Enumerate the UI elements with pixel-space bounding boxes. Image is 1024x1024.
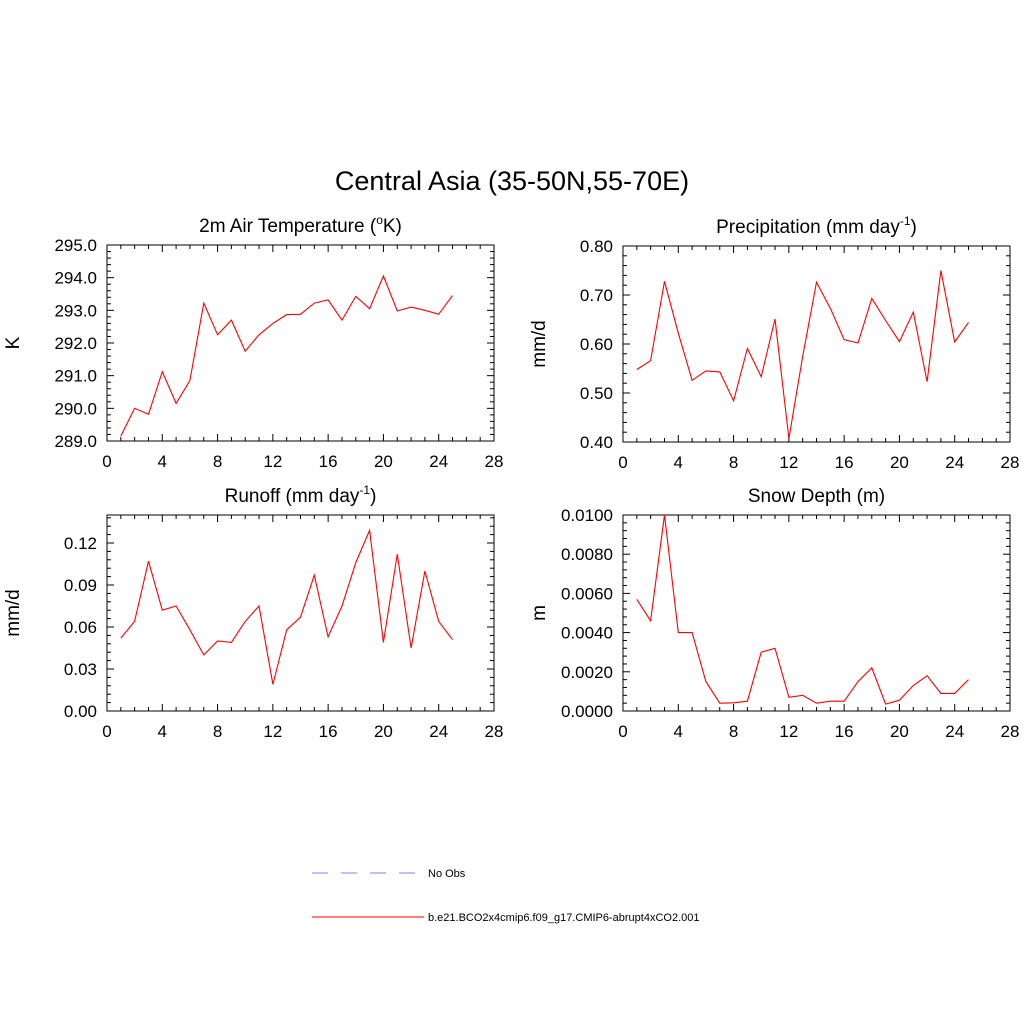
- legend: No Obs b.e21.BCO2x4cmip6.f09_g17.CMIP6-a…: [312, 868, 700, 924]
- x-tick-label: 0: [618, 453, 627, 472]
- x-tick-label: 12: [263, 452, 282, 471]
- panel-title: Precipitation (mm day-1): [716, 214, 917, 238]
- y-tick-label: 0.50: [580, 384, 613, 403]
- x-tick-label: 24: [429, 722, 448, 741]
- y-tick-label: 294.0: [54, 269, 97, 288]
- panel-title-superscript: -1: [359, 483, 370, 497]
- y-tick-label: 292.0: [54, 334, 97, 353]
- x-tick-label: 4: [158, 452, 167, 471]
- y-tick-label: 0.00: [64, 702, 97, 721]
- x-tick-label: 24: [945, 453, 964, 472]
- plot-frame: [106, 244, 495, 442]
- y-tick-label: 0.60: [580, 335, 613, 354]
- panel-title-text: Precipitation (mm day: [716, 217, 900, 238]
- y-tick-label: 0.0040: [561, 624, 613, 643]
- y-axis-label: mm/d: [529, 320, 550, 368]
- panel-1: 0 4 8 12 16 20 24 28 289.0 290.0 291.0 292.0 293.0 29…: [3, 213, 503, 471]
- panel-3: 0 4 8 12 16 20 24 28 0.00 0.03 0.06 0.09 0.12 Runoff …: [3, 483, 503, 741]
- y-tick-label: 0.0100: [561, 506, 613, 525]
- y-tick-label: 0.03: [64, 660, 97, 679]
- panel-title-superscript: -1: [900, 214, 911, 228]
- y-tick-label: 0.40: [580, 433, 613, 452]
- y-tick-label: 0.0060: [561, 584, 613, 603]
- y-tick-label: 0.06: [64, 618, 97, 637]
- y-tick-label: 0.0020: [561, 663, 613, 682]
- panel-title-text: 2m Air Temperature (: [199, 216, 377, 237]
- y-axis-label: m: [529, 605, 550, 621]
- y-tick-label: 0.0000: [561, 702, 613, 721]
- panel-2: 0 4 8 12 16 20 24 28 0.40 0.50 0.60 0.70 0.80 Precipi…: [529, 214, 1019, 472]
- panel-title-text: Snow Depth (m): [748, 486, 885, 507]
- legend-model-label: b.e21.BCO2x4cmip6.f09_g17.CMIP6-abrupt4x…: [428, 912, 700, 924]
- series-line-1: [636, 514, 969, 705]
- plot-frame: [622, 514, 1011, 712]
- x-tick-label: 24: [945, 722, 964, 741]
- y-tick-label: 291.0: [54, 367, 97, 386]
- y-tick-label: 0.80: [580, 237, 613, 256]
- x-tick-label: 20: [890, 722, 909, 741]
- y-tick-label: 0.12: [64, 534, 97, 553]
- x-tick-label: 4: [674, 722, 683, 741]
- series-line-1: [636, 270, 969, 439]
- panel-title-text: Runoff (mm day: [225, 486, 360, 507]
- x-tick-label: 20: [374, 452, 393, 471]
- y-tick-label: 293.0: [54, 301, 97, 320]
- x-tick-label: 0: [102, 722, 111, 741]
- x-tick-label: 8: [213, 722, 222, 741]
- x-tick-label: 28: [1001, 453, 1020, 472]
- x-tick-label: 12: [263, 722, 282, 741]
- y-tick-label: 0.09: [64, 576, 97, 595]
- x-tick-label: 16: [835, 453, 854, 472]
- x-tick-label: 12: [779, 453, 798, 472]
- x-tick-label: 8: [213, 452, 222, 471]
- y-axis-label: K: [3, 336, 24, 349]
- x-tick-label: 24: [429, 452, 448, 471]
- panel-title: Runoff (mm day-1): [225, 483, 377, 507]
- panel-title: Snow Depth (m): [748, 486, 885, 507]
- x-tick-label: 4: [674, 453, 683, 472]
- panel-4: 0 4 8 12 16 20 24 28 0.0000 0.0020 0.0040 0.0060 0.0…: [529, 486, 1019, 741]
- y-tick-label: 295.0: [54, 236, 97, 255]
- x-tick-label: 4: [158, 722, 167, 741]
- panel-title-text-end: ): [911, 217, 917, 238]
- x-tick-label: 8: [729, 453, 738, 472]
- series-line-1: [120, 274, 453, 437]
- y-tick-label: 290.0: [54, 399, 97, 418]
- x-tick-label: 0: [102, 452, 111, 471]
- x-tick-label: 16: [835, 722, 854, 741]
- x-tick-label: 20: [890, 453, 909, 472]
- y-axis-label: mm/d: [3, 589, 24, 637]
- y-tick-label: 0.70: [580, 286, 613, 305]
- panel-title-text-end: K): [383, 216, 402, 237]
- series-line-1: [120, 528, 453, 685]
- x-tick-label: 28: [485, 722, 504, 741]
- x-tick-label: 16: [319, 452, 338, 471]
- figure-title: Central Asia (35-50N,55-70E): [335, 166, 689, 196]
- x-tick-label: 8: [729, 722, 738, 741]
- x-tick-label: 12: [779, 722, 798, 741]
- panel-title-superscript: o: [376, 213, 383, 227]
- y-tick-label: 0.0080: [561, 545, 613, 564]
- x-tick-label: 28: [1001, 722, 1020, 741]
- x-tick-label: 16: [319, 722, 338, 741]
- panels: 0 4 8 12 16 20 24 28 289.0 290.0 291.0 292.0 293.0 29…: [3, 213, 1019, 741]
- x-tick-label: 20: [374, 722, 393, 741]
- panel-title-text-end: ): [370, 486, 376, 507]
- panel-title: 2m Air Temperature (oK): [199, 213, 402, 237]
- x-tick-label: 0: [618, 722, 627, 741]
- x-tick-label: 28: [485, 452, 504, 471]
- legend-obs-label: No Obs: [428, 868, 466, 880]
- y-tick-label: 289.0: [54, 432, 97, 451]
